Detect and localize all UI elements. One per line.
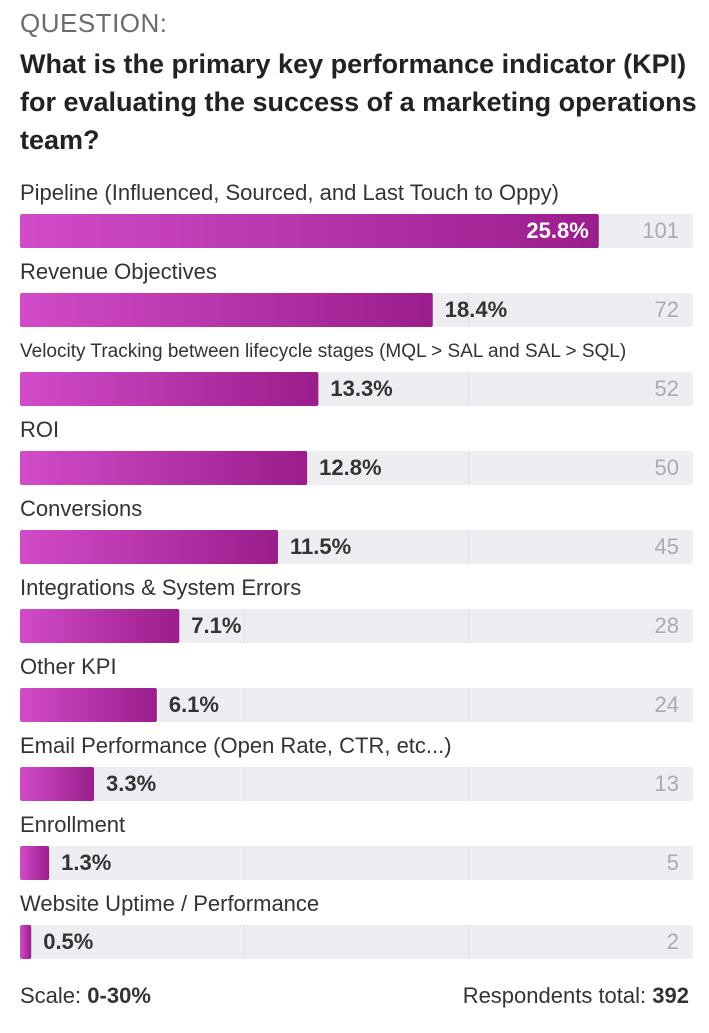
bar	[20, 214, 599, 248]
value-label: 25.8%	[526, 218, 588, 243]
value-label: 6.1%	[169, 692, 219, 717]
value-label: 11.5%	[290, 534, 351, 559]
question: What is the primary key performance indi…	[20, 49, 697, 155]
track	[20, 767, 693, 801]
count-label: 24	[655, 692, 679, 717]
category-label: Revenue Objectives	[20, 259, 217, 284]
count-label: 45	[655, 534, 679, 559]
total-note: Respondents total: 392	[463, 983, 689, 1008]
scale-value: 0-30%	[87, 983, 151, 1008]
kicker: QUESTION:	[20, 8, 168, 38]
value-label: 3.3%	[106, 771, 156, 796]
bar	[20, 767, 95, 801]
category-label: Enrollment	[20, 812, 125, 837]
count-label: 72	[655, 297, 679, 322]
bar	[20, 530, 278, 564]
category-label: Conversions	[20, 496, 142, 521]
count-label: 28	[655, 613, 679, 638]
total-value: 392	[652, 983, 689, 1008]
track	[20, 846, 693, 880]
category-label: Pipeline (Influenced, Sourced, and Last …	[20, 180, 559, 205]
value-label: 18.4%	[445, 297, 507, 322]
category-label: Email Performance (Open Rate, CTR, etc..…	[20, 733, 452, 758]
scale-note: Scale: 0-30%	[20, 983, 151, 1008]
value-label: 1.3%	[61, 850, 111, 875]
bar	[20, 609, 180, 643]
track	[20, 609, 693, 643]
category-label: Website Uptime / Performance	[20, 891, 319, 916]
count-label: 50	[655, 455, 679, 480]
track	[20, 925, 693, 959]
value-label: 12.8%	[319, 455, 381, 480]
category-label: ROI	[20, 417, 59, 442]
count-label: 13	[655, 771, 679, 796]
scale-label: Scale:	[20, 983, 81, 1008]
bar	[20, 688, 157, 722]
category-label: Integrations & System Errors	[20, 575, 301, 600]
count-label: 101	[642, 218, 679, 243]
value-label: 7.1%	[191, 613, 241, 638]
bar	[20, 925, 32, 959]
track	[20, 688, 693, 722]
count-label: 5	[667, 850, 679, 875]
category-label: Other KPI	[20, 654, 117, 679]
bar	[20, 451, 308, 485]
category-label: Velocity Tracking between lifecycle stag…	[20, 341, 626, 362]
bar	[20, 372, 319, 406]
total-label: Respondents total:	[463, 983, 646, 1008]
bar	[20, 846, 50, 880]
count-label: 52	[655, 376, 679, 401]
count-label: 2	[667, 929, 679, 954]
value-label: 0.5%	[43, 929, 93, 954]
value-label: 13.3%	[330, 376, 392, 401]
bar	[20, 293, 433, 327]
